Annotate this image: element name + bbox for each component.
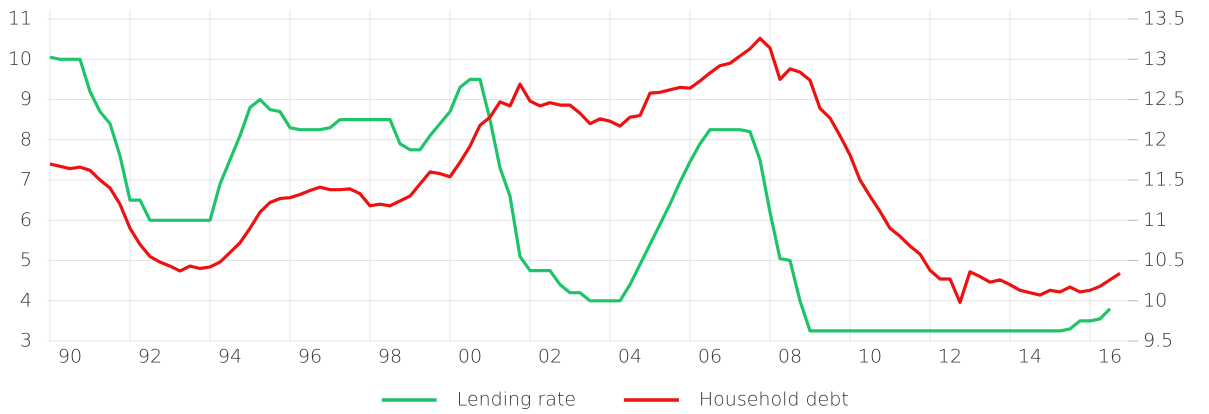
y-tick-label: 11 [8, 8, 32, 30]
x-tick-label: 04 [618, 346, 642, 368]
y-tick-label: 6 [20, 209, 32, 231]
y2-tick-label: 11.5 [1143, 169, 1185, 191]
y2-tick-label: 11 [1143, 209, 1167, 231]
y-tick-label: 10 [8, 48, 32, 70]
y2-tick-label: 13.5 [1143, 8, 1185, 30]
x-tick-label: 90 [58, 346, 82, 368]
x-tick-label: 08 [778, 346, 802, 368]
legend-label: Household debt [699, 389, 849, 411]
y-tick-label: 7 [20, 169, 32, 191]
y-tick-label: 9 [20, 88, 32, 110]
series-line [49, 36, 1121, 304]
x-tick-label: 12 [938, 346, 962, 368]
y-tick-label: 4 [20, 289, 32, 311]
y-tick-label: 5 [20, 249, 32, 271]
series-line [49, 55, 1112, 333]
x-tick-label: 16 [1098, 346, 1122, 368]
y2-tick-label: 9.5 [1143, 330, 1173, 352]
x-tick-label: 06 [698, 346, 722, 368]
x-tick-label: 14 [1018, 346, 1042, 368]
x-tick-label: 94 [218, 346, 242, 368]
x-tick-label: 92 [138, 346, 162, 368]
x-tick-label: 00 [458, 346, 482, 368]
y2-tick-label: 13 [1143, 48, 1167, 70]
y2-tick-label: 12 [1143, 128, 1167, 150]
legend-label: Lending rate [457, 389, 576, 411]
y-tick-label: 8 [20, 128, 32, 150]
y2-tick-label: 10.5 [1143, 249, 1185, 271]
x-tick-label: 10 [858, 346, 882, 368]
x-tick-label: 96 [298, 346, 322, 368]
y2-tick-label: 12.5 [1143, 88, 1185, 110]
x-tick-label: 02 [538, 346, 562, 368]
y-tick-label: 3 [20, 330, 32, 352]
y2-tick-label: 10 [1143, 289, 1167, 311]
x-tick-label: 98 [378, 346, 402, 368]
